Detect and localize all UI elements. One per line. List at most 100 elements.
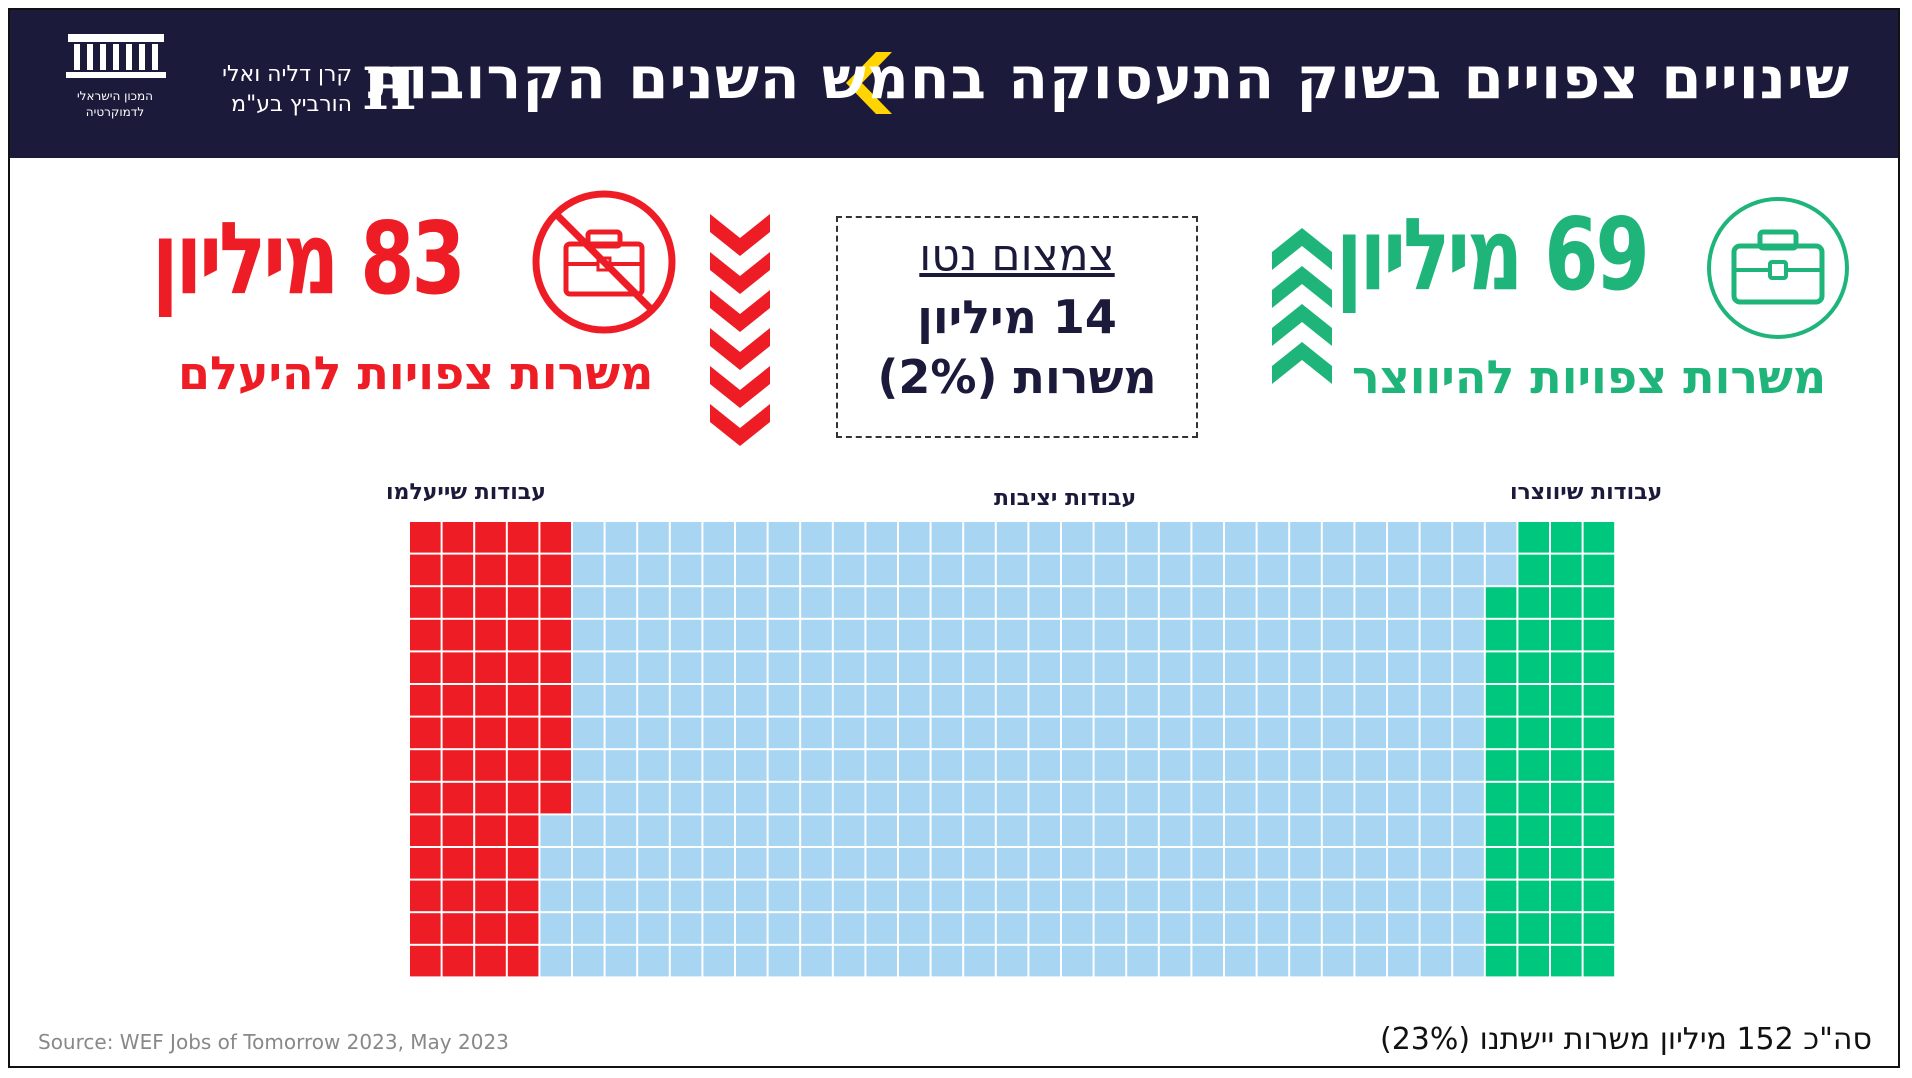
waffle-cell-stable: [1192, 913, 1223, 944]
waffle-cell-created: [1551, 554, 1582, 586]
waffle-cell-lost: [475, 782, 506, 814]
waffle-cell-stable: [605, 587, 637, 618]
category-label-lost: עבודות שייעלמו: [386, 480, 546, 505]
waffle-cell-stable: [1127, 913, 1158, 944]
waffle-cell-stable: [1388, 782, 1419, 814]
waffle-cell-stable: [1029, 815, 1060, 846]
waffle-cell-stable: [931, 848, 963, 879]
waffle-cell-lost: [507, 587, 539, 618]
waffle-cell-stable: [1159, 554, 1191, 586]
waffle-cell-stable: [1225, 587, 1256, 618]
waffle-cell-stable: [703, 522, 734, 553]
waffle-chart: [410, 522, 1615, 977]
waffle-cell-stable: [768, 945, 800, 977]
waffle-cell-stable: [670, 554, 702, 586]
waffle-cell-stable: [1192, 945, 1223, 977]
waffle-cell-stable: [1159, 652, 1191, 683]
waffle-cell-stable: [1127, 652, 1158, 683]
waffle-cell-stable: [1159, 685, 1191, 716]
waffle-cell-stable: [1453, 685, 1484, 716]
category-label-stable: עבודות יציבות: [994, 486, 1137, 511]
waffle-cell-stable: [1127, 685, 1158, 716]
created-jobs-label: משרות צפויות להיווצר: [1352, 350, 1826, 404]
waffle-cell-stable: [996, 619, 1028, 651]
waffle-cell-created: [1518, 945, 1549, 977]
waffle-cell-stable: [1420, 913, 1452, 944]
waffle-cell-stable: [1225, 782, 1256, 814]
waffle-cell-stable: [1420, 717, 1452, 749]
waffle-cell-stable: [1159, 782, 1191, 814]
waffle-cell-stable: [573, 619, 604, 651]
waffle-cell-lost: [540, 717, 571, 749]
waffle-cell-stable: [573, 815, 604, 846]
waffle-cell-stable: [703, 913, 734, 944]
waffle-cell-stable: [866, 913, 897, 944]
waffle-cell-stable: [1290, 652, 1321, 683]
waffle-cell-stable: [1388, 522, 1419, 553]
waffle-cell-stable: [638, 945, 669, 977]
waffle-cell-stable: [1322, 587, 1354, 618]
waffle-cell-stable: [605, 880, 637, 912]
waffle-cell-stable: [931, 880, 963, 912]
waffle-cell-stable: [1355, 750, 1386, 781]
waffle-cell-stable: [736, 587, 767, 618]
waffle-cell-stable: [931, 945, 963, 977]
waffle-cell-stable: [801, 717, 832, 749]
waffle-cell-stable: [703, 782, 734, 814]
waffle-cell-stable: [638, 717, 669, 749]
waffle-cell-stable: [1159, 880, 1191, 912]
waffle-cell-stable: [703, 587, 734, 618]
waffle-cell-stable: [801, 522, 832, 553]
created-jobs-label-emphasis: להיווצר: [1352, 350, 1515, 404]
waffle-cell-stable: [1159, 619, 1191, 651]
waffle-cell-stable: [768, 652, 800, 683]
waffle-cell-stable: [768, 587, 800, 618]
waffle-cell-created: [1583, 717, 1615, 749]
waffle-cell-stable: [736, 848, 767, 879]
waffle-cell-lost: [540, 587, 571, 618]
waffle-cell-stable: [1192, 717, 1223, 749]
waffle-cell-stable: [1062, 685, 1093, 716]
waffle-cell-created: [1485, 880, 1517, 912]
waffle-cell-stable: [931, 750, 963, 781]
waffle-cell-stable: [1225, 880, 1256, 912]
waffle-cell-lost: [507, 750, 539, 781]
waffle-cell-stable: [540, 815, 571, 846]
waffle-cell-stable: [1290, 522, 1321, 553]
waffle-cell-lost: [410, 717, 441, 749]
waffle-cell-lost: [442, 913, 474, 944]
net-reduction-amount: 14 מיליון: [917, 290, 1117, 344]
waffle-cell-stable: [833, 587, 865, 618]
waffle-cell-stable: [1453, 619, 1484, 651]
waffle-cell-stable: [899, 815, 930, 846]
waffle-cell-stable: [1192, 782, 1223, 814]
waffle-cell-created: [1583, 750, 1615, 781]
waffle-cell-stable: [996, 913, 1028, 944]
waffle-cell-stable: [899, 782, 930, 814]
waffle-cell-stable: [833, 815, 865, 846]
waffle-cell-created: [1583, 619, 1615, 651]
waffle-cell-stable: [1322, 913, 1354, 944]
waffle-cell-created: [1583, 522, 1615, 553]
waffle-cell-stable: [899, 945, 930, 977]
waffle-cell-stable: [1453, 717, 1484, 749]
waffle-cell-stable: [540, 848, 571, 879]
waffle-cell-stable: [1029, 685, 1060, 716]
waffle-cell-created: [1583, 945, 1615, 977]
chevron-left-icon: [846, 52, 892, 114]
waffle-cell-stable: [1453, 945, 1484, 977]
waffle-cell-stable: [736, 619, 767, 651]
waffle-cell-stable: [931, 685, 963, 716]
fund-name-line: קרן דליה ואלי: [222, 62, 352, 87]
waffle-cell-stable: [703, 750, 734, 781]
created-jobs-label-prefix: משרות צפויות: [1514, 350, 1827, 404]
waffle-cell-stable: [1420, 750, 1452, 781]
page-title: שינויים צפויים בשוק התעסוקה בחמש השנים ה…: [367, 44, 1850, 112]
waffle-cell-lost: [507, 782, 539, 814]
waffle-cell-stable: [996, 652, 1028, 683]
waffle-cell-stable: [1094, 945, 1126, 977]
waffle-cell-stable: [1485, 554, 1517, 586]
waffle-cell-stable: [899, 554, 930, 586]
waffle-cell-stable: [1355, 619, 1386, 651]
waffle-cell-lost: [540, 522, 571, 553]
